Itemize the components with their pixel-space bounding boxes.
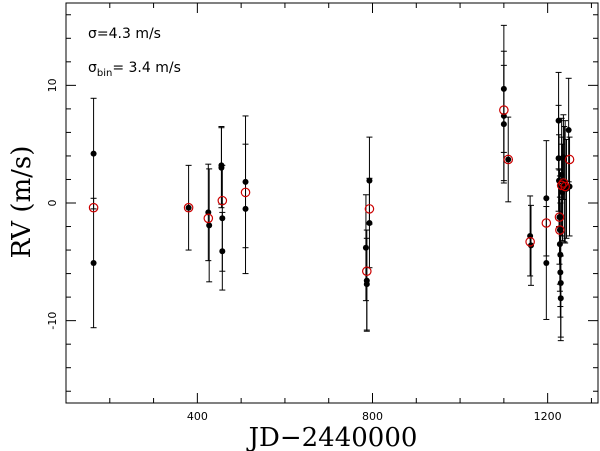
binned-rv-point: [525, 237, 535, 247]
y-tick-label: 0: [46, 200, 59, 207]
binned-rv-point: [364, 204, 375, 214]
binned-rv-point: [560, 181, 570, 192]
rv-point: [543, 195, 550, 202]
binned-rv-point: [503, 154, 514, 165]
rv-point: [565, 127, 572, 134]
rv-point: [242, 205, 249, 212]
binned-rv-point: [183, 202, 194, 213]
rv-point: [366, 177, 373, 184]
rv-point: [543, 260, 550, 266]
sigma-bin-subscript: bin: [97, 68, 112, 79]
binned-rv-point: [240, 187, 251, 198]
binned-rv-point: [88, 202, 99, 213]
rv-point: [557, 251, 564, 258]
axis-ticks: [66, 3, 598, 403]
x-tick-label: 400: [187, 410, 208, 423]
binned-points: [88, 105, 575, 277]
rv-point: [185, 204, 192, 211]
rv-point: [219, 248, 226, 255]
tick-labels: 400 800 1200 -10 0 10: [46, 78, 562, 423]
rv-point: [556, 241, 563, 248]
binned-rv-point: [217, 195, 228, 206]
binned-rv-point: [541, 218, 552, 228]
rv-point: [90, 150, 97, 157]
y-tick-label: -10: [46, 312, 59, 330]
sigma-annotation: σ=4.3 m/s: [88, 26, 161, 42]
rv-point: [557, 295, 564, 302]
sigma-bin-annotation: σbin= 3.4 m/s: [88, 60, 181, 79]
rv-point: [555, 117, 562, 124]
rv-point: [556, 177, 563, 184]
rv-point: [556, 214, 563, 221]
rv-point: [363, 281, 370, 288]
x-tick-label: 1200: [534, 410, 562, 423]
rv-point: [500, 121, 507, 128]
binned-rv-point: [203, 213, 214, 224]
rv-point: [242, 178, 249, 185]
rv-point: [555, 155, 562, 162]
rv-point: [528, 242, 535, 249]
rv-point: [90, 260, 97, 266]
binned-rv-point: [499, 105, 509, 115]
rv-point: [505, 156, 512, 163]
binned-rv-point: [554, 212, 565, 222]
sigma-bin-value: = 3.4 m/s: [112, 60, 181, 76]
data-points: [90, 85, 573, 302]
binned-rv-point: [564, 154, 575, 165]
rv-point: [218, 164, 225, 171]
rv-point: [219, 215, 226, 222]
y-axis-title: RV (m/s): [7, 146, 37, 259]
rv-point: [557, 269, 564, 276]
rv-point: [557, 280, 564, 286]
x-tick-label: 800: [362, 410, 383, 423]
rv-point: [362, 244, 369, 251]
binned-rv-point: [555, 225, 565, 235]
x-axis-title: JD−2440000: [246, 423, 418, 451]
y-tick-label: 10: [46, 78, 59, 92]
rv-point: [366, 220, 373, 226]
rv-point: [500, 85, 507, 92]
rv-point: [556, 227, 563, 234]
rv-point: [558, 171, 565, 178]
rv-point: [206, 222, 213, 229]
sigma-bin-symbol: σ: [88, 60, 97, 76]
binned-rv-point: [362, 266, 372, 277]
